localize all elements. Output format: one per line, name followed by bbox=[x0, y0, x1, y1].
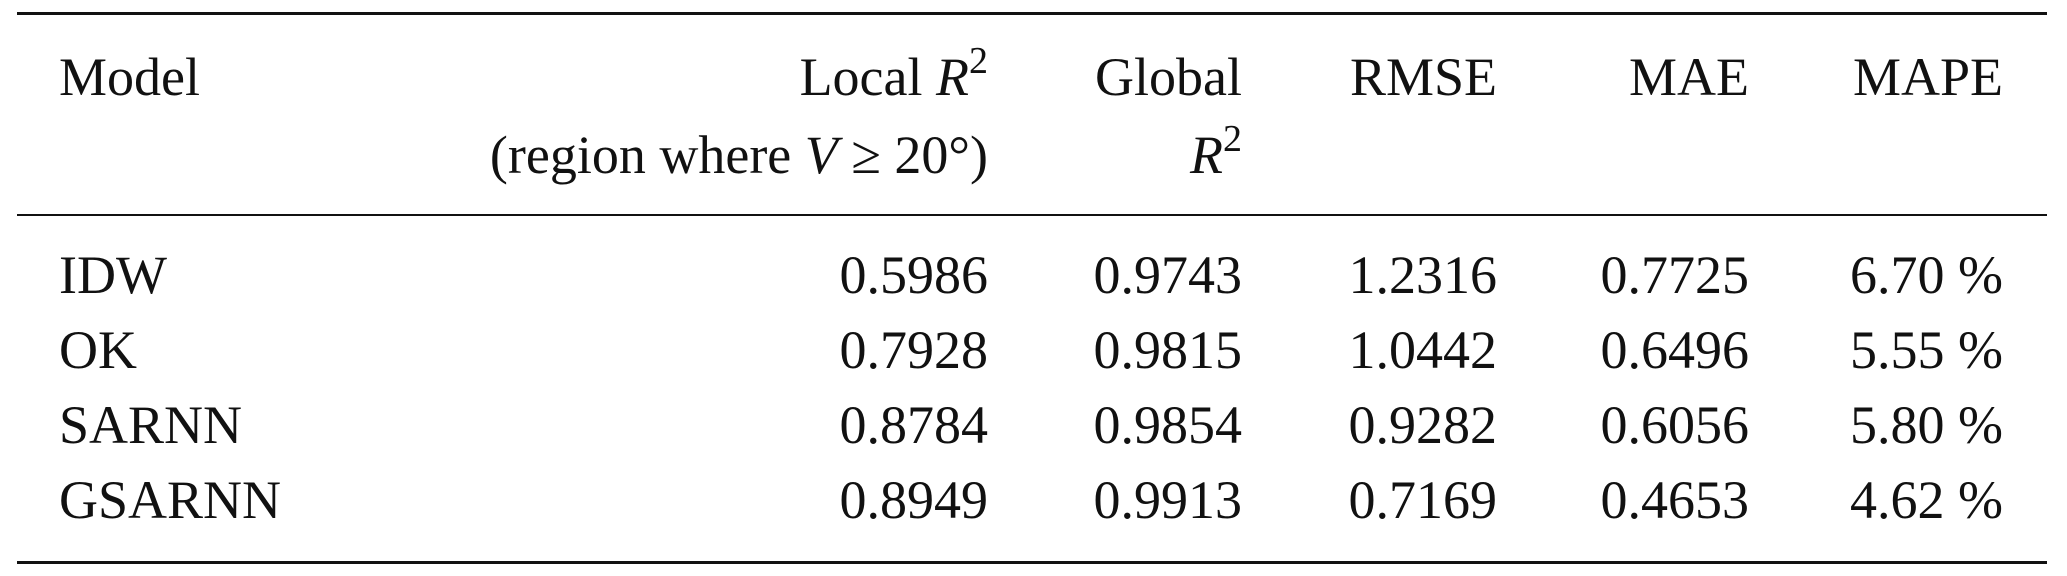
table-cell: 0.4653 bbox=[1600, 470, 1750, 530]
table-cell: 5.80 % bbox=[1850, 395, 2003, 455]
header-cell: Model bbox=[59, 50, 200, 104]
header-text: (region where bbox=[489, 125, 805, 185]
table-cell: 5.55 % bbox=[1850, 320, 2003, 380]
header-math: R bbox=[936, 47, 969, 107]
header-text: Local bbox=[799, 47, 936, 107]
header-cell: MAPE bbox=[1853, 50, 2003, 104]
header-cell: Global bbox=[1095, 50, 1242, 104]
table-cell: 0.8949 bbox=[839, 470, 989, 530]
table-cell: 4.62 % bbox=[1850, 470, 2003, 530]
row-label: OK bbox=[59, 320, 137, 380]
header-text: MAPE bbox=[1852, 47, 2003, 107]
table-cell: 0.6496 bbox=[1600, 320, 1750, 380]
table-cell: 0.8784 bbox=[839, 395, 989, 455]
header-cell: MAE bbox=[1629, 50, 1749, 104]
table-cell: 1.0442 bbox=[1348, 320, 1498, 380]
header-cell: RMSE bbox=[1350, 50, 1497, 104]
table-cell: 0.7725 bbox=[1600, 245, 1750, 305]
header-cell: (region where V ≥ 20°) bbox=[490, 128, 988, 182]
top-rule bbox=[17, 12, 2047, 15]
header-text: Model bbox=[59, 47, 200, 107]
header-text: RMSE bbox=[1349, 47, 1497, 107]
table-cell: 0.7928 bbox=[839, 320, 989, 380]
header-sup: 2 bbox=[1223, 118, 1242, 160]
row-label: SARNN bbox=[59, 395, 243, 455]
header-math: R bbox=[1190, 125, 1223, 185]
table-cell: 0.9282 bbox=[1348, 395, 1498, 455]
table-cell: 1.2316 bbox=[1348, 245, 1498, 305]
header-text: Global bbox=[1095, 47, 1242, 107]
bottom-rule bbox=[17, 561, 2047, 564]
table-cell: 0.5986 bbox=[839, 245, 989, 305]
header-cell: R2 bbox=[1190, 120, 1242, 185]
table-cell: 0.7169 bbox=[1348, 470, 1498, 530]
table-cell: 0.9815 bbox=[1093, 320, 1243, 380]
table-cell: 0.9913 bbox=[1093, 470, 1243, 530]
table-cell: 0.9743 bbox=[1093, 245, 1243, 305]
mid-rule bbox=[17, 214, 2047, 216]
header-text: ≥ 20°) bbox=[837, 125, 988, 185]
header-cell: Local R2 bbox=[799, 42, 988, 107]
table-cell: 0.9854 bbox=[1093, 395, 1243, 455]
header-sup: 2 bbox=[969, 40, 988, 82]
table-cell: 6.70 % bbox=[1850, 245, 2003, 305]
header-math: V bbox=[804, 125, 838, 185]
table-cell: 0.6056 bbox=[1600, 395, 1750, 455]
row-label: IDW bbox=[59, 245, 167, 305]
row-label: GSARNN bbox=[59, 470, 282, 530]
header-text: MAE bbox=[1629, 47, 1749, 107]
